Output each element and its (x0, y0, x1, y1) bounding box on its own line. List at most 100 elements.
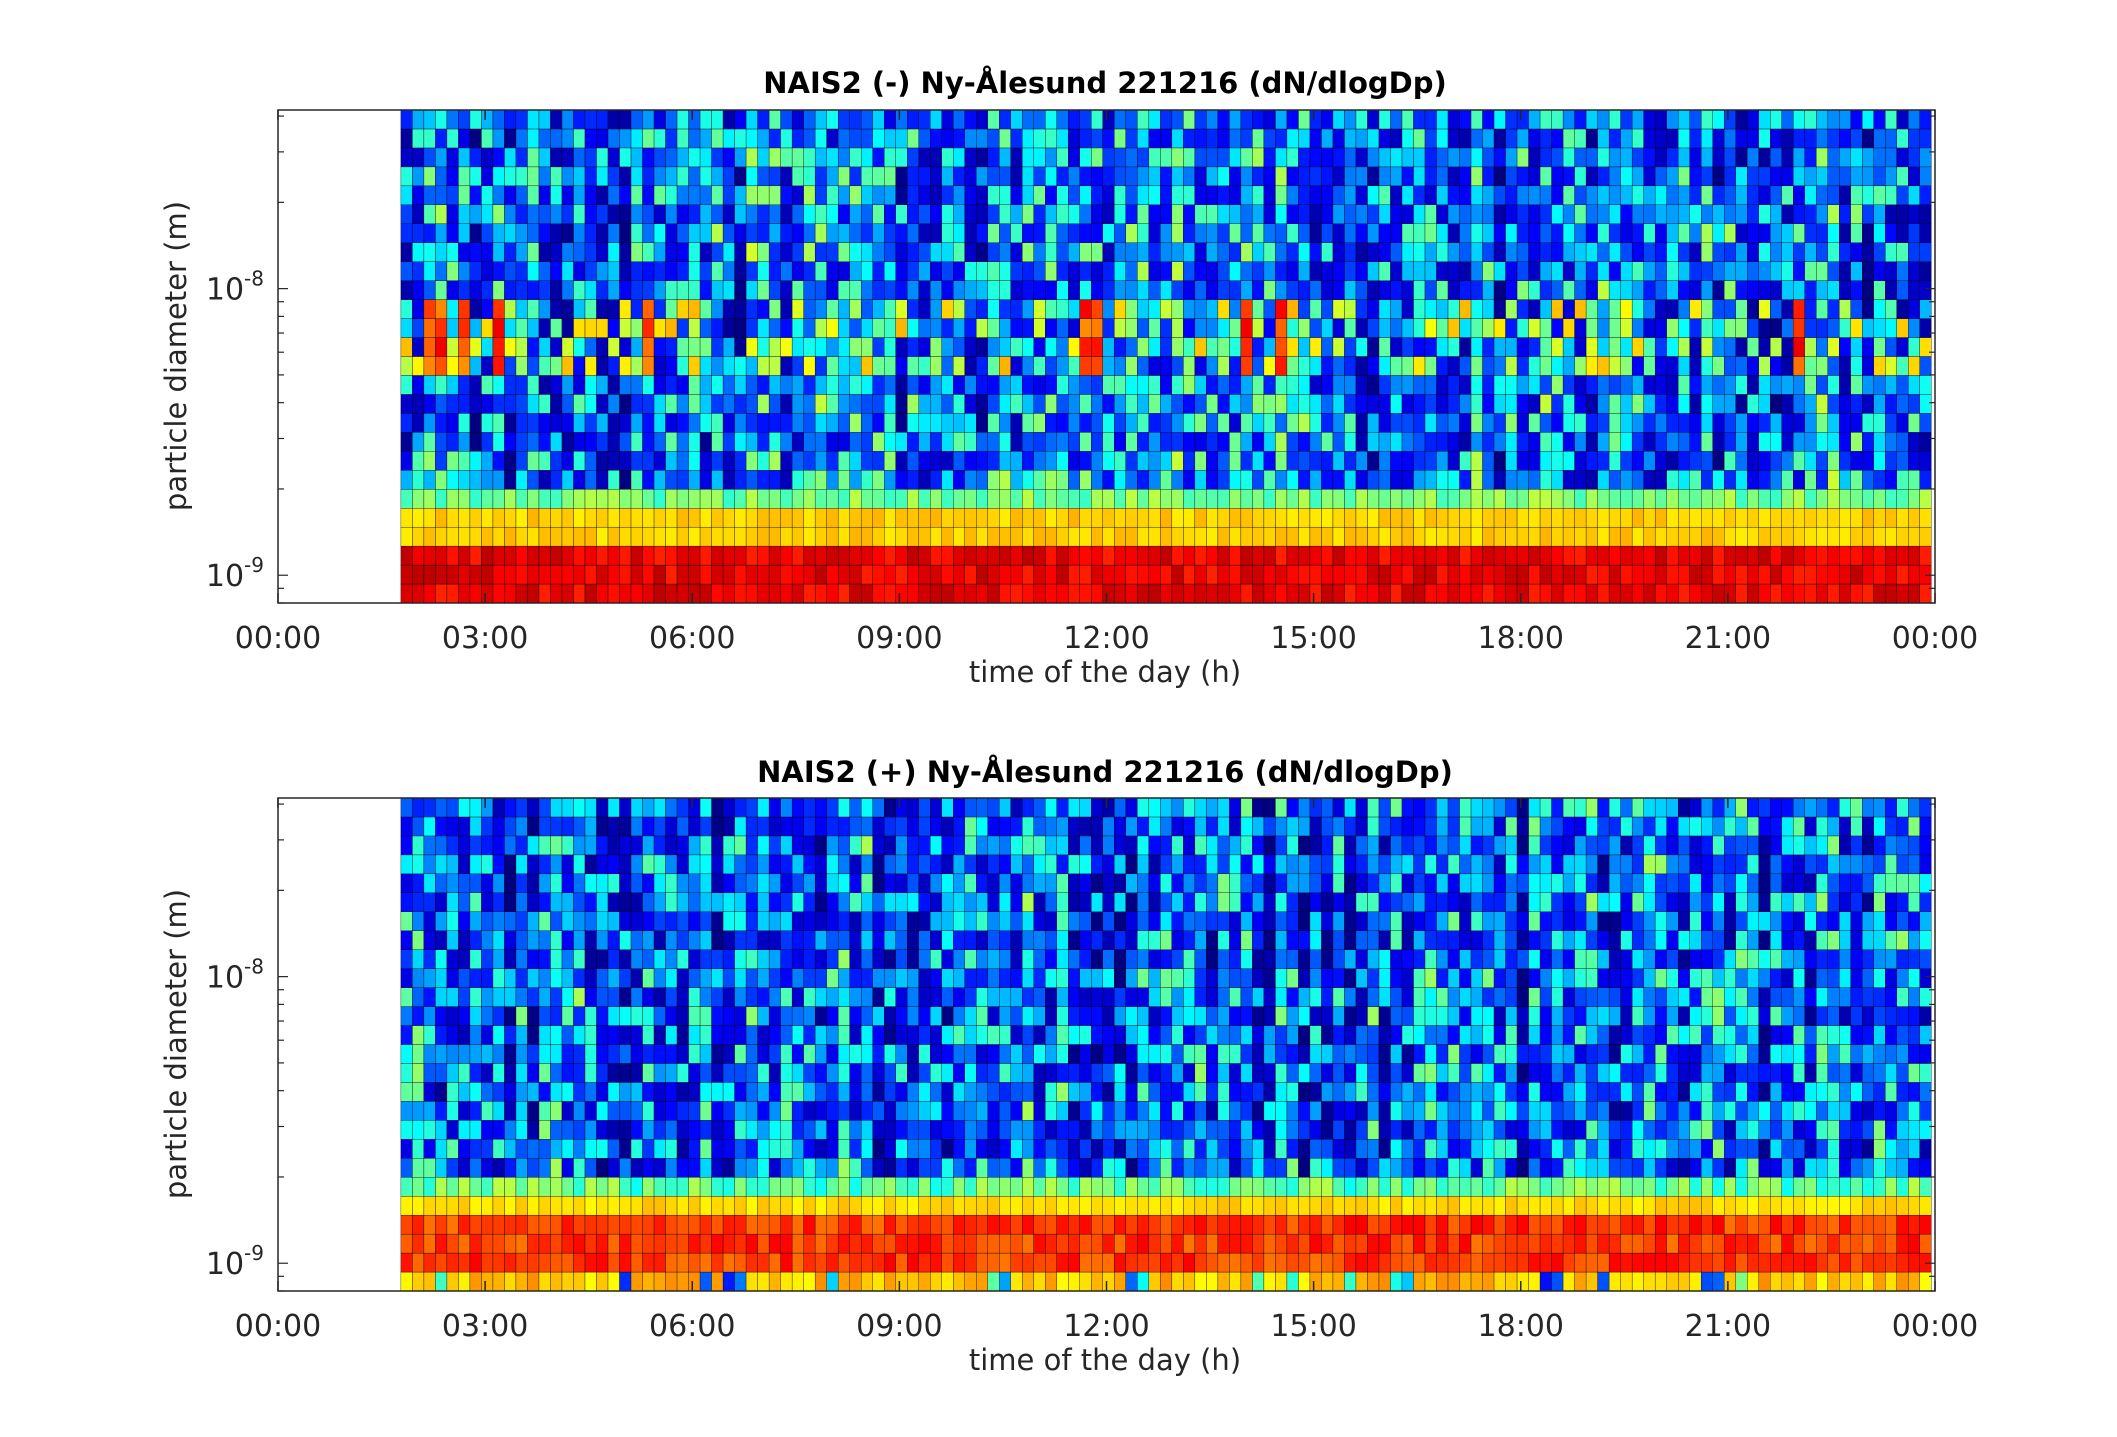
heatmap-cell (607, 470, 620, 490)
heatmap-cell (745, 949, 758, 969)
heatmap-cell (1045, 545, 1057, 566)
heatmap-cell (1539, 356, 1552, 376)
heatmap-cell (849, 223, 862, 243)
heatmap-cell (987, 147, 1000, 168)
heatmap-cell (688, 526, 701, 547)
heatmap-cell (1401, 508, 1414, 528)
heatmap-cell (1183, 508, 1196, 528)
heatmap-cell (1724, 185, 1736, 205)
heatmap-cell (1896, 299, 1909, 319)
heatmap-cell (1654, 299, 1667, 319)
heatmap-cell (860, 470, 873, 490)
heatmap-cell (1183, 564, 1196, 585)
heatmap-cell (550, 1252, 563, 1273)
heatmap-cell (814, 1158, 827, 1178)
heatmap-cell (1862, 166, 1874, 187)
heatmap-cell (1045, 564, 1057, 585)
heatmap-cell (1401, 583, 1414, 604)
heatmap-cell (1390, 583, 1403, 604)
heatmap-cell (757, 1158, 770, 1178)
heatmap-cell (1804, 166, 1817, 187)
heatmap-cell (527, 394, 540, 414)
heatmap-cell (653, 299, 666, 319)
heatmap-cell (814, 545, 827, 566)
heatmap-cell (607, 432, 620, 452)
heatmap-cell (930, 911, 942, 931)
heatmap-cell (999, 1252, 1011, 1273)
heatmap-cell (573, 911, 586, 931)
heatmap-cell (1390, 166, 1403, 187)
heatmap-cell (803, 109, 816, 130)
heatmap-cell (1631, 242, 1644, 262)
heatmap-cell (515, 854, 528, 875)
heatmap-cell (619, 1082, 632, 1102)
heatmap-cell (1240, 109, 1253, 130)
heatmap-cell (1240, 204, 1253, 224)
heatmap-cell (1344, 564, 1357, 585)
heatmap-cell (780, 797, 793, 818)
heatmap-cell (1332, 166, 1345, 187)
heatmap-cell (826, 451, 839, 471)
heatmap-cell (1436, 280, 1449, 300)
heatmap-cell (688, 451, 701, 471)
heatmap-cell (699, 356, 712, 376)
heatmap-cell (573, 413, 586, 433)
heatmap-cell (1022, 1006, 1034, 1026)
heatmap-cell (699, 545, 712, 566)
heatmap-cell (584, 583, 597, 604)
heatmap-cell (1850, 508, 1863, 528)
heatmap-cell (976, 1006, 988, 1026)
heatmap-cell (573, 930, 586, 950)
heatmap-cell (757, 1120, 770, 1140)
heatmap-cell (1896, 413, 1909, 433)
heatmap-cell (1355, 128, 1368, 149)
heatmap-cell (423, 987, 436, 1007)
heatmap-cell (768, 854, 781, 875)
heatmap-cell (1862, 204, 1874, 224)
heatmap-cell (1286, 109, 1299, 130)
heatmap-cell (1666, 223, 1679, 243)
heatmap-cell (1229, 147, 1242, 168)
heatmap-cell (907, 299, 919, 319)
heatmap-cell (826, 508, 839, 528)
heatmap-cell (446, 968, 459, 988)
heatmap-cell (757, 356, 770, 376)
heatmap-cell (676, 185, 689, 205)
heatmap-cell (1551, 261, 1564, 281)
heatmap-cell (1183, 451, 1196, 471)
heatmap-cell (941, 337, 954, 357)
heatmap-cell (964, 583, 977, 604)
heatmap-cell (630, 835, 643, 856)
heatmap-cell (711, 1063, 724, 1083)
heatmap-cell (481, 508, 494, 528)
heatmap-cell (665, 816, 678, 837)
heatmap-cell (1585, 204, 1598, 224)
heatmap-cell (872, 185, 885, 205)
heatmap-cell (423, 223, 436, 243)
heatmap-cell (907, 1006, 919, 1026)
heatmap-cell (1160, 280, 1173, 300)
heatmap-cell (492, 375, 505, 395)
heatmap-cell (458, 911, 471, 931)
heatmap-cell (1712, 451, 1725, 471)
heatmap-cell (1447, 583, 1460, 604)
heatmap-cell (596, 1120, 609, 1140)
heatmap-cell (1781, 583, 1794, 604)
heatmap-cell (711, 930, 724, 950)
heatmap-cell (561, 797, 574, 818)
heatmap-cell (837, 1158, 850, 1178)
heatmap-cell (642, 1214, 655, 1235)
heatmap-cell (1010, 987, 1023, 1007)
heatmap-cell (550, 987, 563, 1007)
heatmap-cell (561, 185, 574, 205)
heatmap-cell (1436, 337, 1449, 357)
heatmap-cell (768, 564, 781, 585)
heatmap-cell (1102, 223, 1115, 243)
heatmap-cell (1885, 337, 1897, 357)
heatmap-cell (1056, 337, 1069, 357)
heatmap-cell (1551, 583, 1564, 604)
heatmap-cell (964, 242, 977, 262)
heatmap-cell (1056, 508, 1069, 528)
heatmap-cell (688, 816, 701, 837)
heatmap-cell (699, 1271, 712, 1292)
